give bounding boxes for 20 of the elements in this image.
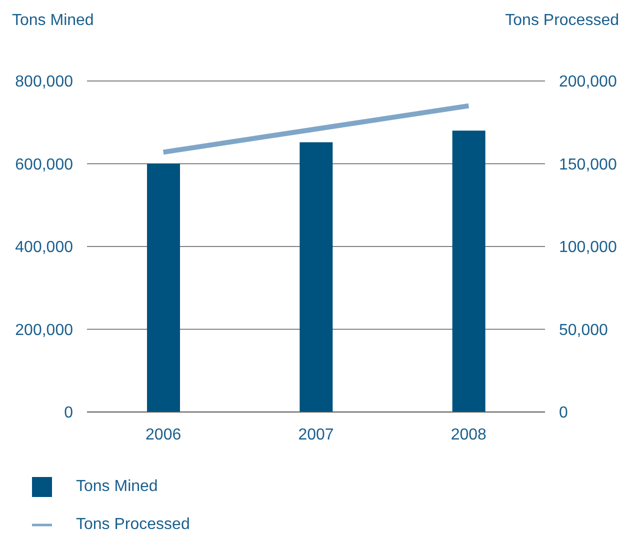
y2-tick-label: 0 (559, 404, 568, 422)
y-tick-label: 200,000 (15, 322, 74, 339)
y-tick-label: 600,000 (15, 156, 74, 174)
y2-tick-label: 200,000 (559, 74, 617, 91)
bar (147, 164, 180, 412)
x-tick-label: 2007 (298, 426, 334, 444)
legend-label: Tons Mined (76, 478, 158, 495)
y-tick-label: 400,000 (15, 239, 74, 256)
bar (452, 130, 486, 412)
y2-tick-label: 150,000 (559, 156, 617, 174)
y2-tick-label: 50,000 (559, 322, 608, 339)
bar (300, 142, 333, 412)
y2-axis-title: Tons Processed (505, 12, 619, 29)
y-tick-label: 800,000 (15, 74, 74, 91)
y-tick-label: 0 (64, 404, 74, 422)
y2-tick-label: 100,000 (559, 239, 617, 256)
legend-label: Tons Processed (76, 516, 190, 533)
y-axis-title: Tons Mined (12, 12, 94, 29)
x-tick-label: 2008 (450, 426, 487, 444)
x-tick-label: 2006 (146, 426, 182, 444)
